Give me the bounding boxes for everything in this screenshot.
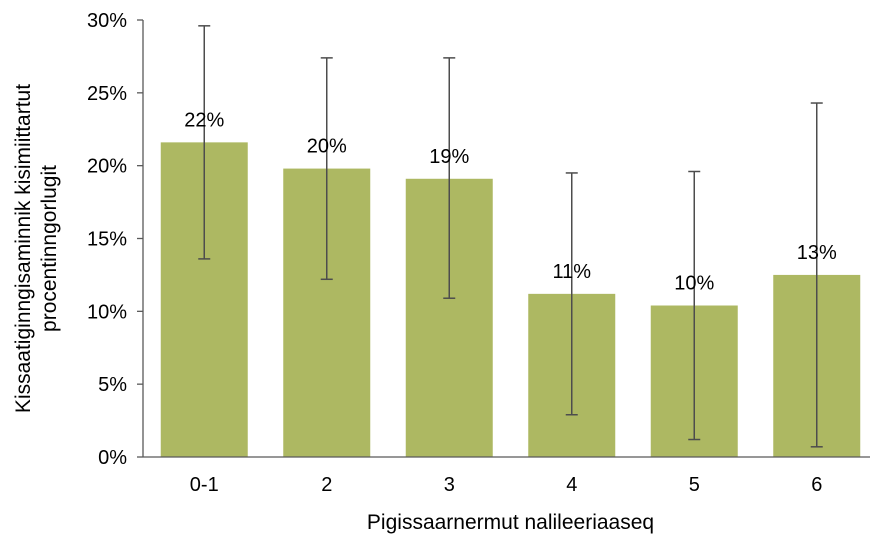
- x-tick-label-2: 2: [321, 474, 332, 496]
- data-label-2: 20%: [307, 136, 347, 158]
- error-bar-4: [565, 172, 578, 416]
- x-tick-label-0-1: 0-1: [190, 474, 219, 496]
- x-tick-label-6: 6: [811, 474, 822, 496]
- error-bars: [198, 25, 823, 448]
- data-label-6: 13%: [797, 242, 837, 264]
- x-tick-label-5: 5: [689, 474, 700, 496]
- y-axis-ticks: 0% 5% 10% 15% 20% 25% 30%: [87, 10, 143, 469]
- data-labels: 22% 20% 19% 11% 10% 13%: [184, 109, 837, 294]
- y-tick-label: 25%: [87, 83, 127, 105]
- x-tick-label-3: 3: [444, 474, 455, 496]
- error-bar-2: [320, 57, 333, 281]
- x-tick-label-4: 4: [566, 474, 577, 496]
- x-axis-title: Pigissaarnermut nalileeriaaseq: [367, 511, 654, 534]
- data-label-0-1: 22%: [184, 109, 224, 131]
- y-axis-title: Kissaatiginngisaminnik kisimiittartut pro…: [12, 84, 61, 413]
- error-bar-3: [443, 57, 456, 299]
- data-label-5: 10%: [674, 273, 714, 295]
- y-tick-label: 20%: [87, 156, 127, 178]
- y-tick-label: 10%: [87, 301, 127, 323]
- data-label-3: 19%: [429, 146, 469, 168]
- x-axis-tick-labels: 0-1 2 3 4 5 6: [190, 474, 823, 496]
- error-bar-0-1: [198, 25, 211, 260]
- y-tick-label: 30%: [87, 10, 127, 32]
- y-tick-label: 0%: [98, 447, 127, 469]
- y-axis-title-line: procentinngorlugit: [38, 165, 61, 332]
- error-bar-5: [688, 170, 701, 441]
- y-axis-title-line: Kissaatiginngisaminnik kisimiittartut: [12, 84, 35, 413]
- bars: [160, 142, 861, 458]
- data-label-4: 11%: [552, 261, 591, 283]
- y-tick-label: 15%: [87, 229, 127, 251]
- y-tick-label: 5%: [98, 374, 127, 396]
- error-bar-6: [810, 102, 823, 448]
